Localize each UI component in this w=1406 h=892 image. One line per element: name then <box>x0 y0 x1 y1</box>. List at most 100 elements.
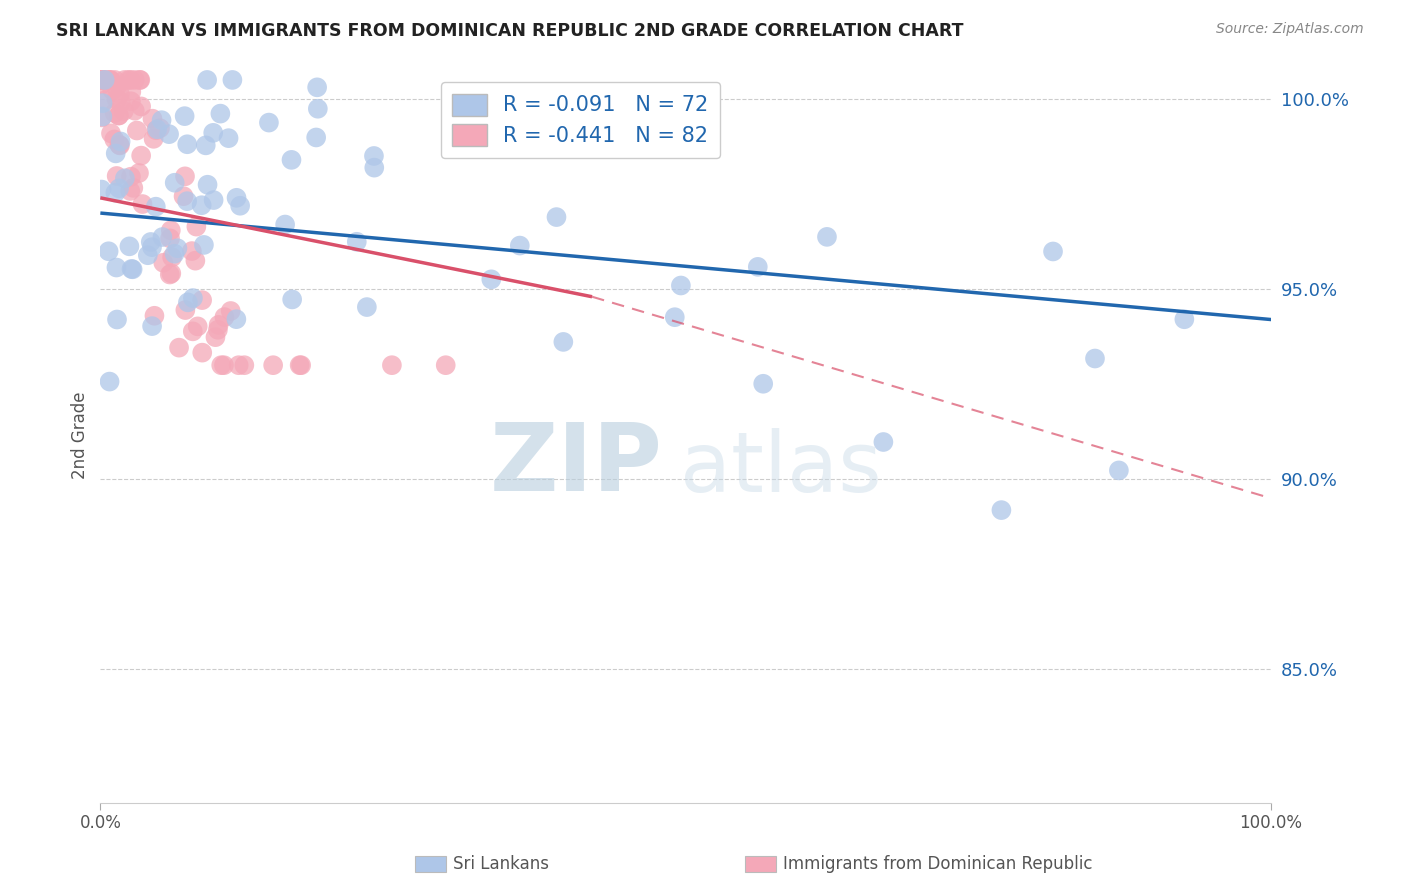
Point <box>90 182 112 196</box>
Text: ZIP: ZIP <box>489 419 662 511</box>
Point <box>1042 244 1064 259</box>
Point <box>157 127 180 141</box>
Point <box>872 435 894 450</box>
Point <box>90 73 112 87</box>
Point <box>108 108 131 122</box>
Point <box>159 231 181 245</box>
Point <box>141 240 163 254</box>
Point <box>100 126 122 140</box>
Point <box>176 194 198 209</box>
Point <box>94 93 117 107</box>
Point <box>136 248 159 262</box>
Point <box>990 503 1012 517</box>
Point <box>225 312 247 326</box>
Legend: R = -0.091   N = 72, R = -0.441   N = 82: R = -0.091 N = 72, R = -0.441 N = 82 <box>441 82 720 158</box>
Point <box>143 309 166 323</box>
Point <box>159 223 181 237</box>
Point <box>104 73 127 87</box>
Point <box>110 95 132 110</box>
Point <box>90 111 112 125</box>
Point <box>546 210 568 224</box>
Point <box>184 253 207 268</box>
Point <box>752 376 775 391</box>
Point <box>149 121 172 136</box>
Point <box>104 106 127 120</box>
Text: SRI LANKAN VS IMMIGRANTS FROM DOMINICAN REPUBLIC 2ND GRADE CORRELATION CHART: SRI LANKAN VS IMMIGRANTS FROM DOMINICAN … <box>56 22 963 40</box>
Text: Source: ZipAtlas.com: Source: ZipAtlas.com <box>1216 22 1364 37</box>
Point <box>100 73 122 87</box>
Point <box>381 358 404 372</box>
Point <box>363 149 385 163</box>
Point <box>141 319 163 334</box>
Point <box>193 238 215 252</box>
Point <box>129 99 152 113</box>
Point <box>191 345 214 359</box>
Point <box>209 106 232 120</box>
Point <box>93 73 115 87</box>
Point <box>118 239 141 253</box>
Point <box>128 73 150 87</box>
Point <box>214 310 236 324</box>
Point <box>90 73 112 87</box>
Point <box>173 189 195 203</box>
Point <box>229 199 252 213</box>
Point <box>120 85 142 99</box>
Point <box>98 73 121 87</box>
Point <box>194 138 217 153</box>
Point <box>664 310 686 325</box>
Point <box>139 235 162 249</box>
Point <box>112 103 135 118</box>
Point <box>101 83 124 97</box>
Point <box>307 80 329 95</box>
Point <box>209 358 232 372</box>
Point <box>108 181 131 195</box>
Point <box>181 324 204 338</box>
Point <box>225 191 247 205</box>
Point <box>274 218 297 232</box>
Point <box>167 341 190 355</box>
Point <box>110 135 132 149</box>
Point <box>105 80 128 95</box>
Point <box>105 312 128 326</box>
Point <box>204 330 226 344</box>
Point <box>218 131 240 145</box>
Point <box>121 262 143 277</box>
Point <box>98 375 121 389</box>
Point <box>150 113 173 128</box>
Point <box>346 235 368 249</box>
Point <box>1108 463 1130 477</box>
Point <box>479 272 502 286</box>
Point <box>307 102 329 116</box>
Point <box>120 169 142 184</box>
Point <box>202 126 225 140</box>
Point <box>212 358 235 372</box>
Point <box>90 73 112 87</box>
Point <box>91 96 114 111</box>
Point <box>141 112 163 126</box>
Point <box>221 73 243 87</box>
Point <box>180 244 202 258</box>
Point <box>93 73 115 87</box>
Point <box>108 137 131 152</box>
Point <box>152 230 174 244</box>
Y-axis label: 2nd Grade: 2nd Grade <box>72 392 89 479</box>
Point <box>121 262 143 277</box>
Point <box>187 319 209 334</box>
Point <box>128 166 150 180</box>
Point <box>207 323 229 337</box>
Point <box>120 73 142 87</box>
Point <box>356 300 378 314</box>
Point <box>124 73 146 87</box>
Point <box>434 358 457 372</box>
Point <box>281 293 304 307</box>
Point <box>553 334 575 349</box>
Point <box>120 95 142 109</box>
Point <box>207 318 229 332</box>
Point <box>363 161 385 175</box>
Point <box>105 169 128 183</box>
Point <box>160 267 183 281</box>
Point <box>114 73 136 87</box>
Point <box>152 256 174 270</box>
Point <box>146 122 169 136</box>
Point <box>124 103 146 118</box>
